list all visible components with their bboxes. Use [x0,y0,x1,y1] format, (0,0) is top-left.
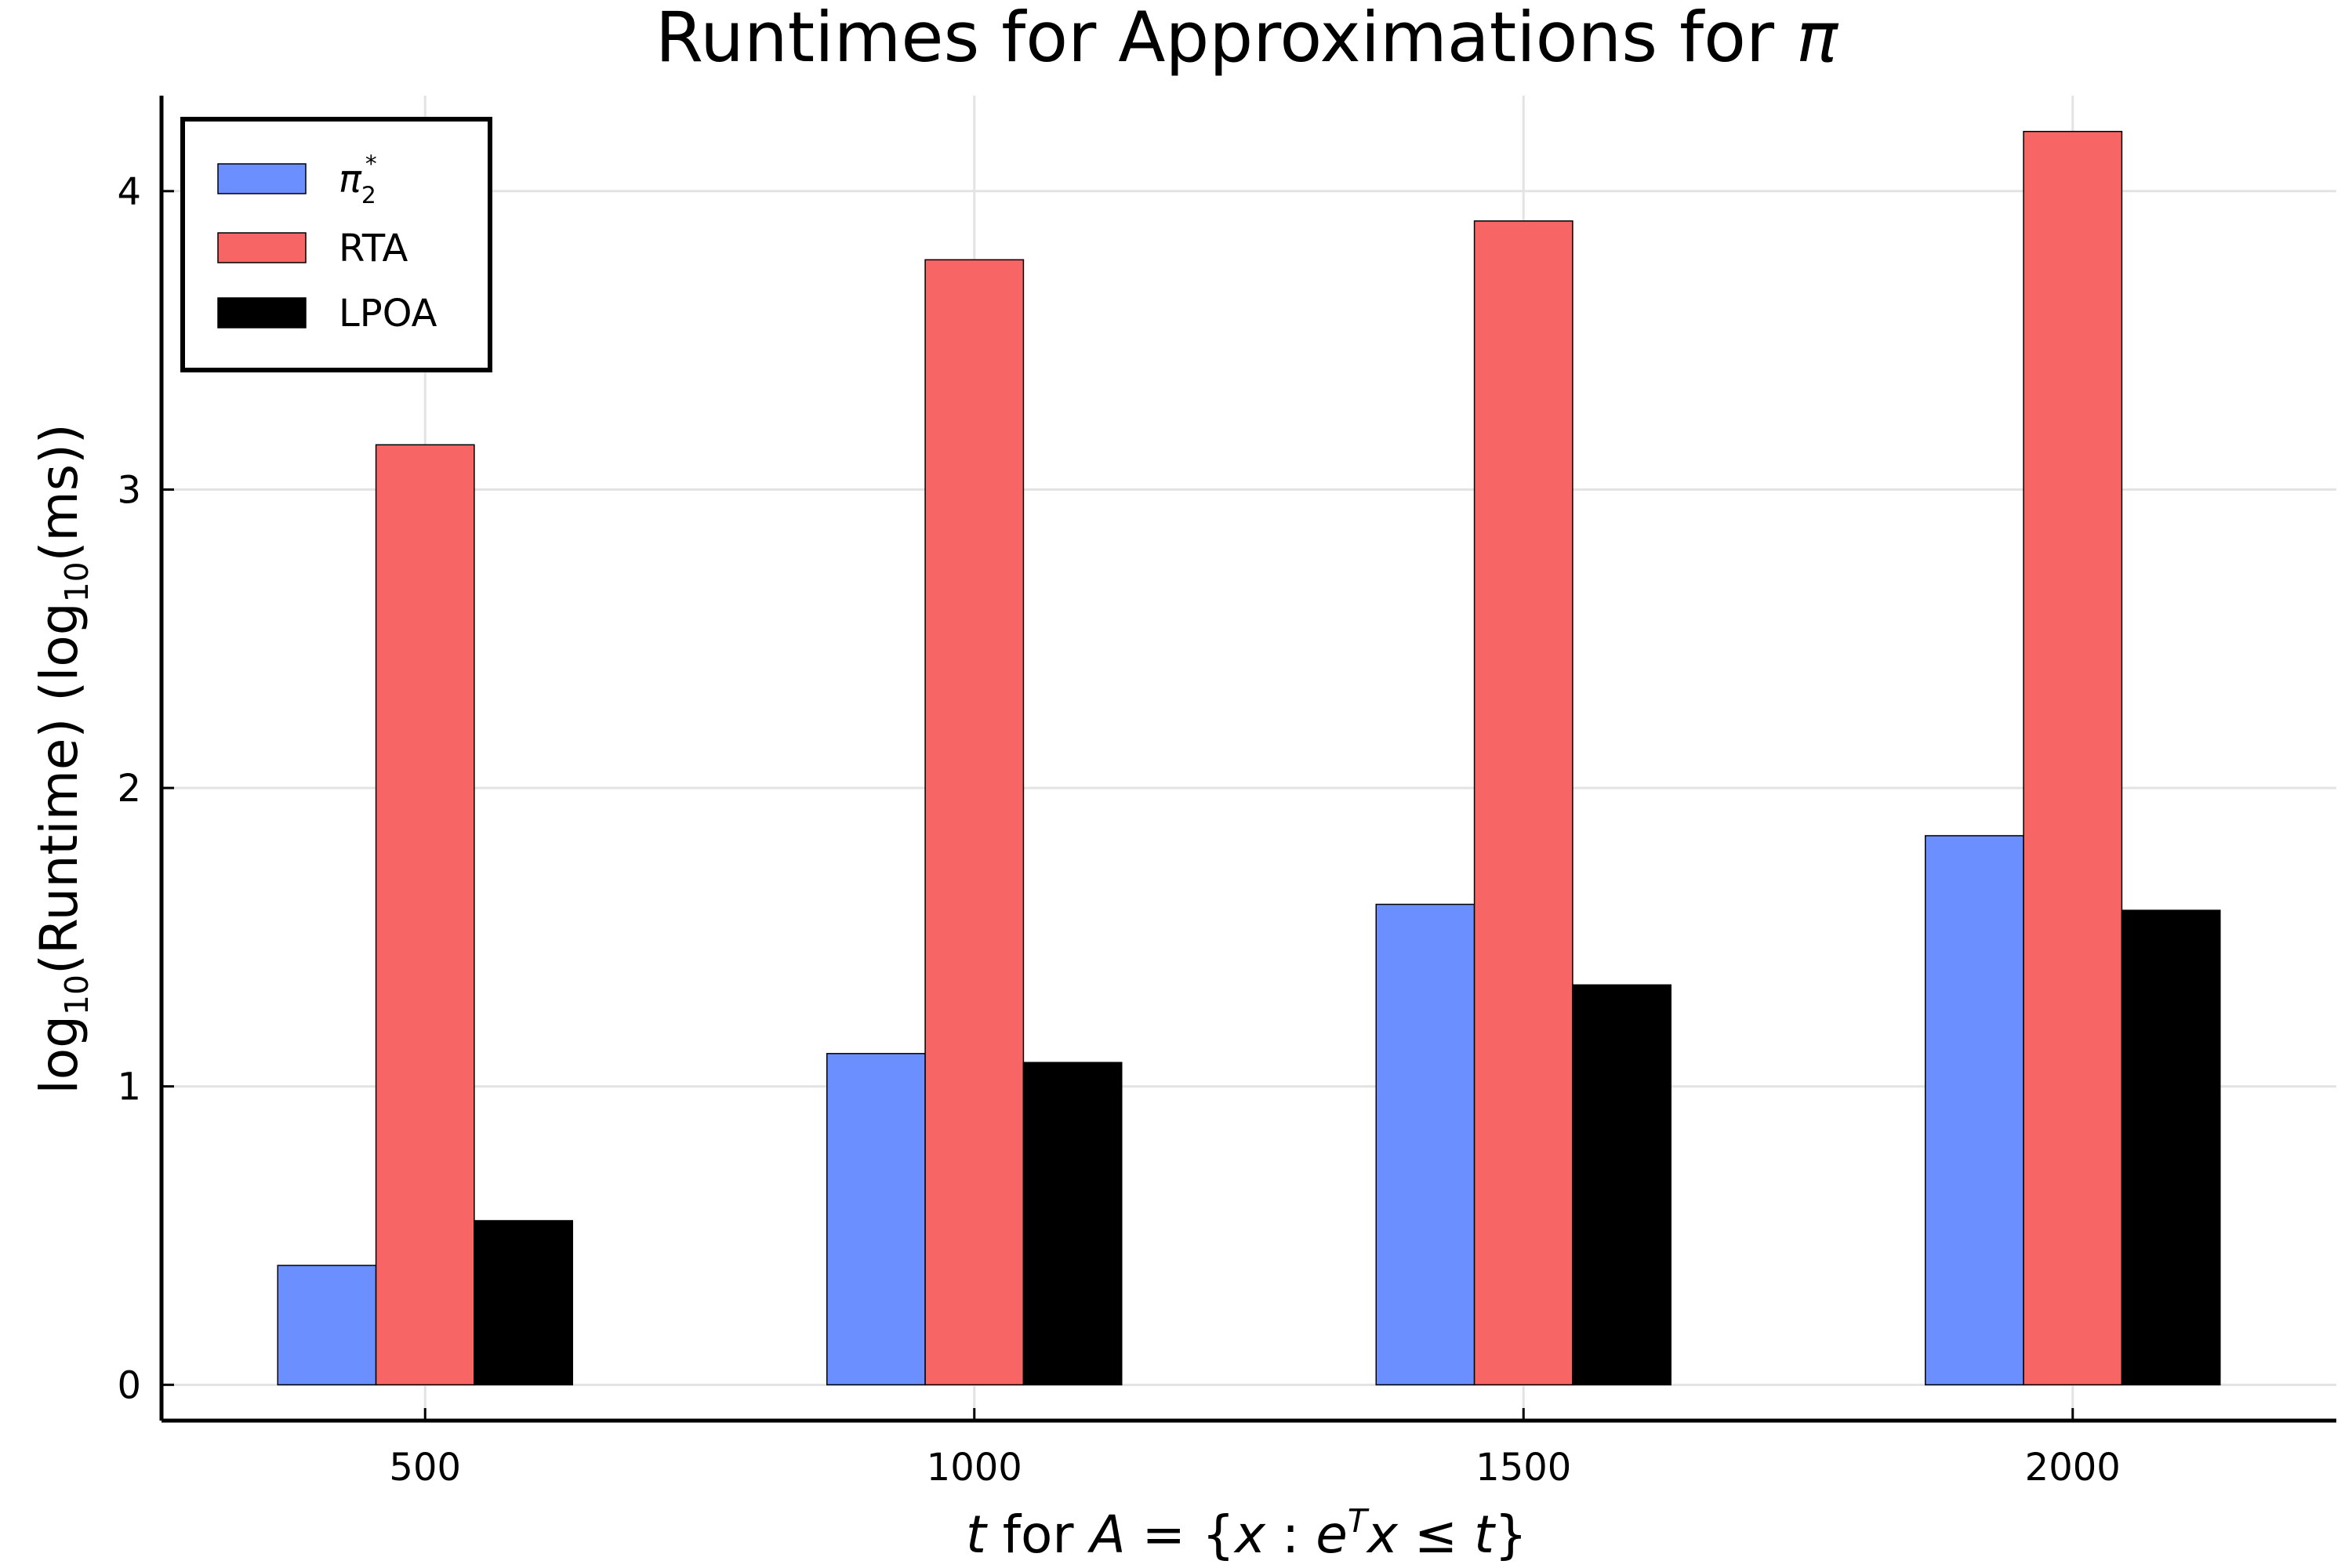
legend-swatch-lpoa [217,297,307,328]
bar-rta-500 [375,444,475,1386]
x-tick-label-1500: 1500 [1475,1446,1571,1490]
legend-swatch-rta [217,232,307,263]
legend-item-rta: RTA [217,227,408,270]
x-tick-label-2000: 2000 [2025,1446,2121,1490]
legend-swatch-pi2 [217,163,307,194]
chart-title-text: Runtimes for Approximations for [655,0,1796,78]
bar-lpoa-1000 [1022,1062,1123,1386]
bar--1500 [1375,903,1475,1386]
x-tick-label-500: 500 [389,1446,461,1490]
bar-lpoa-2000 [2121,909,2221,1386]
axes [159,96,2336,1423]
bar-rta-2000 [2023,130,2123,1386]
bar-rta-1500 [1473,220,1573,1386]
bar-rta-1000 [924,259,1025,1386]
legend-label-pi2: π2* [339,151,377,209]
chart-title-pi: π [1796,0,1839,78]
chart-title: Runtimes for Approximations for π [655,0,1839,78]
x-tick-label-1000: 1000 [927,1446,1022,1490]
legend: π2* RTA LPOA [180,117,492,372]
y-tick-label-2: 2 [117,767,141,811]
legend-item-pi2: π2* [217,151,377,209]
y-tick-label-4: 4 [117,170,141,214]
legend-item-lpoa: LPOA [217,292,437,336]
bars [277,130,2221,1386]
y-tick-label-3: 3 [117,468,141,512]
y-tick-label-1: 1 [117,1065,141,1109]
legend-label-rta: RTA [339,227,408,270]
y-tick-labels: 0 1 2 3 4 [117,170,141,1408]
bar--500 [277,1265,377,1386]
y-tick-label-0: 0 [117,1363,141,1407]
bar-lpoa-500 [474,1220,573,1386]
bar--2000 [1925,835,2024,1386]
x-axis-label: t for A = {x : eTx ≤ t} [966,1502,1527,1565]
bar--1000 [826,1053,926,1386]
x-tick-labels: 500 1000 1500 2000 [389,1446,2120,1490]
bar-lpoa-1500 [1572,984,1672,1386]
legend-label-lpoa: LPOA [339,292,437,336]
